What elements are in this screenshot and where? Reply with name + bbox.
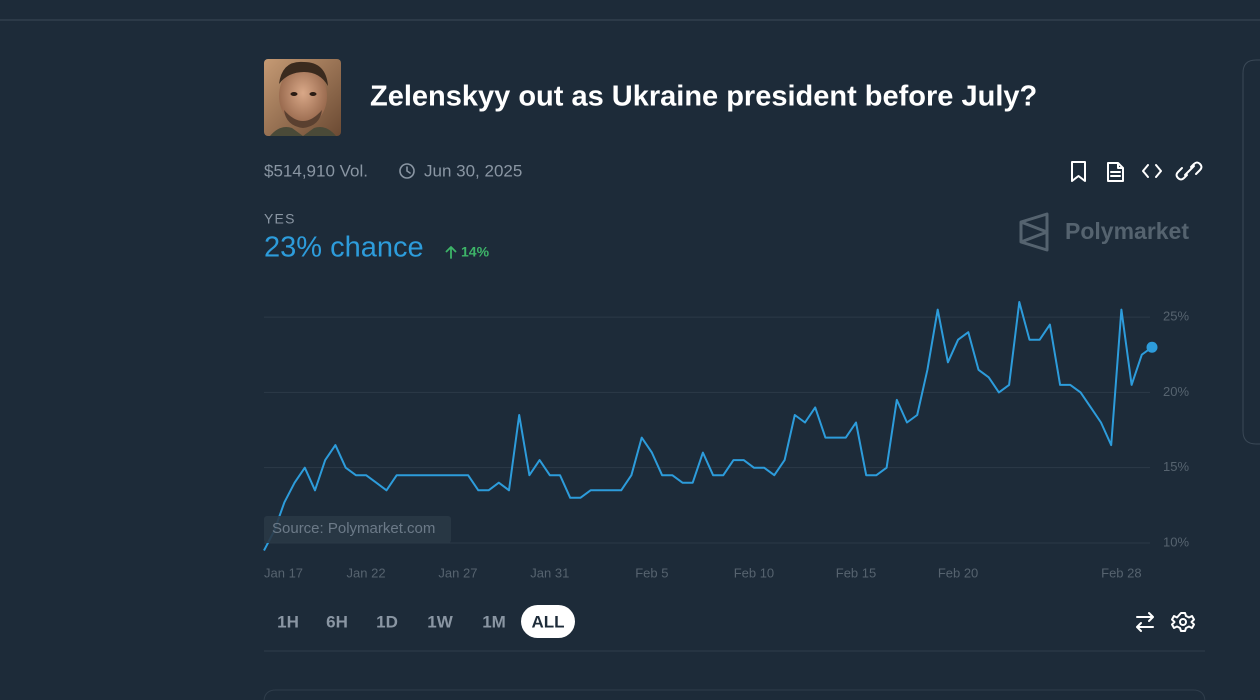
y-tick-label: 25%	[1163, 309, 1189, 324]
last-point	[1146, 341, 1158, 353]
x-tick-label: Jan 22	[347, 565, 386, 580]
y-tick-label: 20%	[1163, 384, 1189, 399]
x-tick-label: Jan 17	[264, 565, 303, 580]
x-tick-label: Feb 5	[635, 565, 668, 580]
range-button[interactable]: 6H	[326, 612, 348, 631]
chance: 23% chance	[264, 232, 424, 264]
brand-name: Polymarket	[1065, 218, 1189, 244]
brand-logo	[1019, 212, 1049, 252]
price-chart: 10% 15% 20% 25% Jan 17 Jan 22 Jan 27 Jan 31 Feb …	[263, 301, 1189, 580]
range-button[interactable]: 1M	[482, 612, 506, 631]
x-tick-label: Jan 27	[438, 565, 477, 580]
y-tick-label: 10%	[1163, 534, 1189, 549]
x-tick-label: Feb 15	[836, 565, 876, 580]
up-arrow	[445, 246, 457, 259]
next-card	[263, 689, 1206, 700]
end-date: Jun 30, 2025	[424, 161, 522, 180]
range-button[interactable]: 1W	[427, 612, 453, 631]
range-selector: 1H 6H 1D 1W 1M ALL	[277, 605, 575, 638]
clock-icon	[399, 163, 415, 179]
y-tick-label: 15%	[1163, 459, 1189, 474]
range-button[interactable]: 1H	[277, 612, 299, 631]
range-button[interactable]: 1D	[376, 612, 398, 631]
range-button[interactable]: ALL	[531, 612, 564, 631]
market-title: Zelenskyy out as Ukraine president befor…	[370, 81, 1037, 113]
bookmark-button[interactable]	[1066, 158, 1090, 184]
x-tick-label: Feb 20	[938, 565, 978, 580]
settings-button[interactable]	[1171, 610, 1195, 634]
swap-button[interactable]	[1133, 610, 1157, 634]
x-tick-label: Feb 28	[1101, 565, 1141, 580]
price-line	[263, 301, 1153, 551]
source-badge	[264, 516, 451, 543]
x-tick-label: Jan 31	[530, 565, 569, 580]
chance-change: 14%	[461, 244, 490, 260]
volume: $514,910 Vol.	[264, 161, 368, 180]
x-tick-label: Feb 10	[734, 565, 774, 580]
side-panel	[1242, 59, 1260, 445]
link-button[interactable]	[1175, 158, 1203, 184]
outcome-label: YES	[264, 211, 296, 227]
range-pill	[521, 605, 575, 638]
source: Source: Polymarket.com	[272, 520, 435, 537]
embed-button[interactable]	[1140, 158, 1164, 184]
document-button[interactable]	[1103, 158, 1127, 184]
market-image	[264, 59, 341, 136]
